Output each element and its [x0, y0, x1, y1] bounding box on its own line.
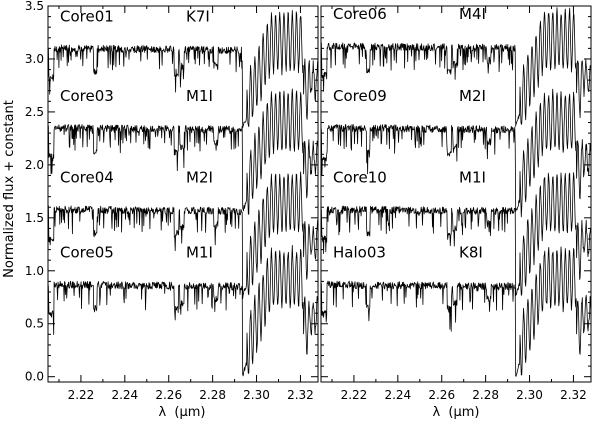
series-name-label: Core06	[333, 5, 387, 23]
panel-right: 2.22 2.24 2.26 2.28 2.30 2.32 Core06 M4I Core09 M…	[320, 5, 592, 402]
x-axis-label-right: λ (μm)	[433, 405, 480, 420]
series-name-label: Core04	[60, 168, 114, 186]
spectrum-line-core09	[320, 88, 592, 218]
panels-group: 0.0 0.5 1.0 1.5 2.0 2.5 3.0 3.5 2.22 2.24 2.26 2.28…	[25, 0, 592, 402]
x-tick-label: 2.28	[199, 388, 226, 402]
x-axis-symbol: λ	[433, 405, 441, 420]
spectrum-line-core06	[320, 7, 592, 127]
spectral-type-label: K8I	[459, 244, 483, 262]
panel-frame	[47, 5, 319, 383]
series-name-label: Core03	[60, 87, 114, 105]
spectral-type-label: K7I	[186, 7, 210, 25]
spectral-type-label: M2I	[459, 87, 486, 105]
series-name-label: Core09	[333, 87, 387, 105]
x-tick-label: 2.24	[111, 388, 138, 402]
y-tick-label: 2.0	[25, 158, 44, 172]
x-axis-label-left: λ (μm)	[159, 405, 206, 420]
spectral-type-label: M4I	[459, 5, 486, 23]
spectrum-line-halo03	[320, 246, 592, 377]
y-tick-label: 0.5	[25, 317, 44, 331]
y-tick-label: 3.0	[25, 52, 44, 66]
x-tick-label: 2.30	[243, 388, 270, 402]
y-tick-label: 1.5	[25, 211, 44, 225]
spectral-type-label: M2I	[186, 168, 213, 186]
spectral-type-label: M1I	[186, 244, 213, 262]
x-tick-label: 2.22	[341, 388, 368, 402]
series-name-label: Halo03	[333, 244, 386, 262]
x-tick-label: 2.24	[384, 388, 411, 402]
panel-left: 0.0 0.5 1.0 1.5 2.0 2.5 3.0 3.5 2.22 2.24 2.26 2.28…	[25, 0, 319, 402]
x-tick-label: 2.32	[287, 388, 314, 402]
spectrum-line-core01	[47, 9, 319, 128]
y-axis-label: Normalized flux + constant	[2, 100, 17, 278]
x-axis-unit: (μm)	[174, 405, 205, 420]
y-tick-label: 3.5	[25, 0, 44, 13]
y-tick-label: 1.0	[25, 264, 44, 278]
spectrum-line-core10	[320, 172, 592, 297]
spectral-type-label: M1I	[459, 168, 486, 186]
spectrum-line-core05	[47, 244, 319, 377]
x-axis-symbol: λ	[159, 405, 167, 420]
y-tick-label: 2.5	[25, 105, 44, 119]
x-tick-label: 2.30	[516, 388, 543, 402]
x-tick-label: 2.26	[155, 388, 182, 402]
y-tick-label: 0.0	[25, 370, 44, 384]
spectrum-line-core03	[47, 88, 319, 215]
x-axis-unit: (μm)	[448, 405, 479, 420]
series-name-label: Core01	[60, 7, 114, 25]
panel-frame	[320, 5, 592, 383]
x-tick-label: 2.26	[428, 388, 455, 402]
x-tick-label: 2.22	[68, 388, 95, 402]
series-name-label: Core10	[333, 168, 387, 186]
series-name-label: Core05	[60, 244, 114, 262]
x-tick-label: 2.32	[560, 388, 587, 402]
spectral-type-label: M1I	[186, 87, 213, 105]
spectrum-line-core04	[47, 171, 319, 300]
x-tick-label: 2.28	[472, 388, 499, 402]
